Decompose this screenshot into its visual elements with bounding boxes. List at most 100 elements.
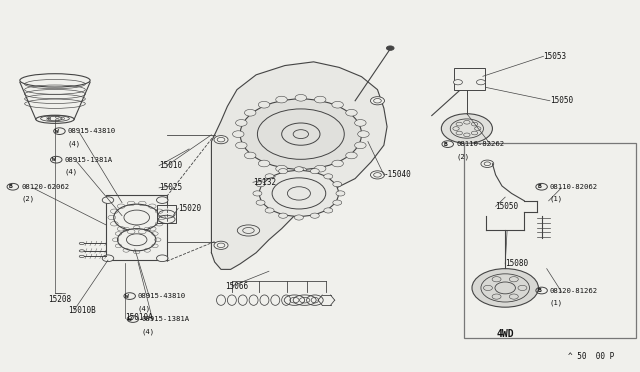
Text: ^ 50  00 P: ^ 50 00 P	[568, 352, 614, 361]
Circle shape	[371, 171, 385, 179]
Circle shape	[157, 197, 168, 203]
Circle shape	[324, 174, 333, 179]
Circle shape	[265, 208, 274, 213]
Circle shape	[336, 191, 345, 196]
Text: (4): (4)	[138, 305, 151, 312]
Circle shape	[454, 80, 463, 85]
Circle shape	[492, 294, 501, 299]
Text: -15040: -15040	[384, 170, 412, 179]
Text: 08110-82062: 08110-82062	[550, 184, 598, 190]
Text: (4): (4)	[65, 169, 77, 175]
Text: (1): (1)	[550, 196, 563, 202]
Circle shape	[232, 131, 244, 137]
Circle shape	[294, 167, 303, 172]
Circle shape	[294, 215, 303, 220]
Circle shape	[481, 160, 493, 167]
Circle shape	[355, 119, 366, 126]
Circle shape	[278, 169, 287, 174]
Text: (4): (4)	[68, 140, 81, 147]
Text: 08915-43810: 08915-43810	[138, 293, 186, 299]
Circle shape	[324, 208, 333, 213]
Circle shape	[310, 213, 319, 218]
Circle shape	[310, 169, 319, 174]
Text: W: W	[129, 317, 132, 321]
Text: 15010A: 15010A	[125, 313, 153, 322]
Circle shape	[214, 241, 228, 249]
Circle shape	[472, 269, 538, 307]
Circle shape	[114, 204, 160, 231]
Text: 08915-1381A: 08915-1381A	[141, 316, 189, 322]
Text: W: W	[52, 157, 56, 162]
Circle shape	[259, 170, 339, 217]
Text: 4WD: 4WD	[497, 329, 514, 339]
Text: 08120-62062: 08120-62062	[21, 184, 69, 190]
Text: (1): (1)	[550, 299, 563, 306]
Circle shape	[118, 229, 156, 251]
Text: (2): (2)	[456, 153, 469, 160]
Circle shape	[509, 294, 518, 299]
Circle shape	[387, 46, 394, 50]
Text: (2): (2)	[21, 196, 35, 202]
Circle shape	[492, 277, 501, 282]
Circle shape	[102, 197, 114, 203]
Text: 08915-43810: 08915-43810	[68, 128, 116, 134]
Text: 15066: 15066	[225, 282, 248, 291]
Circle shape	[236, 142, 247, 149]
Text: (4): (4)	[141, 328, 154, 334]
Circle shape	[483, 285, 492, 291]
Circle shape	[355, 142, 366, 149]
Text: 08110-82262: 08110-82262	[456, 141, 504, 147]
Circle shape	[236, 119, 247, 126]
Circle shape	[265, 174, 274, 179]
Text: 15050: 15050	[550, 96, 573, 105]
Circle shape	[295, 94, 307, 101]
Text: 15010B: 15010B	[68, 306, 95, 315]
Text: B: B	[444, 142, 447, 147]
Circle shape	[333, 182, 342, 187]
Circle shape	[240, 99, 362, 169]
Circle shape	[253, 191, 262, 196]
Circle shape	[518, 285, 527, 291]
Text: 15020: 15020	[178, 204, 202, 213]
Text: 08120-81262: 08120-81262	[550, 288, 598, 294]
Circle shape	[295, 167, 307, 174]
Bar	[454, 68, 484, 90]
Text: 15050: 15050	[495, 202, 519, 211]
Circle shape	[244, 109, 256, 116]
Circle shape	[371, 97, 385, 105]
Text: 15080: 15080	[505, 259, 529, 268]
Circle shape	[314, 96, 326, 103]
Bar	[464, 143, 636, 338]
Bar	[106, 195, 167, 260]
Polygon shape	[211, 62, 387, 269]
Text: B: B	[537, 184, 541, 189]
Circle shape	[244, 152, 256, 159]
Text: W: W	[125, 294, 129, 299]
Circle shape	[276, 96, 287, 103]
Text: 15025: 15025	[159, 183, 182, 192]
Circle shape	[332, 160, 344, 167]
Circle shape	[259, 102, 270, 108]
Circle shape	[276, 165, 287, 172]
Text: 15132: 15132	[253, 178, 276, 187]
Circle shape	[476, 80, 485, 85]
Circle shape	[278, 213, 287, 218]
Text: W: W	[55, 129, 59, 134]
Circle shape	[157, 255, 168, 262]
Circle shape	[509, 277, 518, 282]
Circle shape	[259, 160, 270, 167]
Bar	[157, 205, 176, 223]
Text: B: B	[8, 184, 12, 189]
Circle shape	[442, 114, 492, 143]
Text: 15010: 15010	[159, 161, 182, 170]
Circle shape	[346, 109, 357, 116]
Circle shape	[256, 200, 265, 205]
Circle shape	[314, 165, 326, 172]
Text: 15208: 15208	[49, 295, 72, 304]
Text: 15053: 15053	[543, 52, 566, 61]
Circle shape	[333, 200, 342, 205]
Circle shape	[256, 182, 265, 187]
Circle shape	[102, 255, 114, 262]
Text: 08915-1381A: 08915-1381A	[65, 157, 113, 163]
Circle shape	[346, 152, 357, 159]
